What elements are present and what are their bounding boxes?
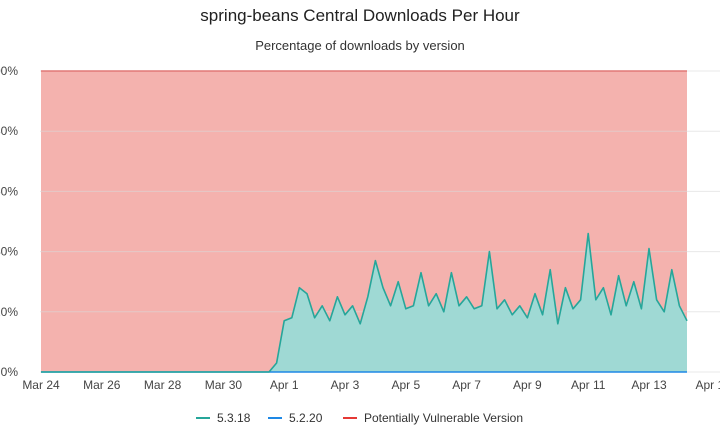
legend-item-potentially-vulnerable[interactable]: Potentially Vulnerable Version xyxy=(343,408,523,428)
legend: 5.3.18 5.2.20 Potentially Vulnerable Ver… xyxy=(0,408,720,428)
y-tick-label-5: 100% xyxy=(0,64,18,78)
legend-item-5-2-20[interactable]: 5.2.20 xyxy=(268,408,322,428)
y-tick-label-3: 60% xyxy=(0,184,18,198)
legend-label-potentially-vulnerable: Potentially Vulnerable Version xyxy=(364,411,523,425)
x-tick-label-4: Apr 1 xyxy=(270,378,299,392)
legend-label-5-3-18: 5.3.18 xyxy=(217,411,251,425)
legend-swatch-potentially-vulnerable xyxy=(343,417,357,419)
legend-swatch-5-3-18 xyxy=(196,417,210,419)
series-5-3-18-line xyxy=(41,232,688,373)
series-5-3-18-area xyxy=(41,233,687,372)
legend-label-5-2-20: 5.2.20 xyxy=(289,411,323,425)
x-tick-label-8: Apr 9 xyxy=(513,378,542,392)
legend-item-5-3-18[interactable]: 5.3.18 xyxy=(196,408,250,428)
x-tick-label-1: Mar 26 xyxy=(83,378,121,392)
chart-subtitle: Percentage of downloads by version xyxy=(255,38,465,53)
x-tick-label-5: Apr 3 xyxy=(331,378,360,392)
y-tick-label-1: 20% xyxy=(0,305,18,319)
y-tick-label-2: 40% xyxy=(0,245,18,259)
x-tick-label-9: Apr 11 xyxy=(571,378,606,392)
x-tick-label-10: Apr 13 xyxy=(631,378,667,392)
x-tick-label-0: Mar 24 xyxy=(22,378,60,392)
x-tick-label-7: Apr 7 xyxy=(452,378,481,392)
x-tick-label-11: Apr 1 xyxy=(695,378,720,392)
chart-title: spring-beans Central Downloads Per Hour xyxy=(200,6,520,25)
x-tick-label-6: Apr 5 xyxy=(391,378,420,392)
legend-swatch-5-2-20 xyxy=(268,417,282,419)
y-tick-label-0: 0% xyxy=(1,365,19,379)
y-tick-label-4: 80% xyxy=(0,124,18,138)
x-tick-label-3: Mar 30 xyxy=(205,378,243,392)
x-tick-label-2: Mar 28 xyxy=(144,378,182,392)
